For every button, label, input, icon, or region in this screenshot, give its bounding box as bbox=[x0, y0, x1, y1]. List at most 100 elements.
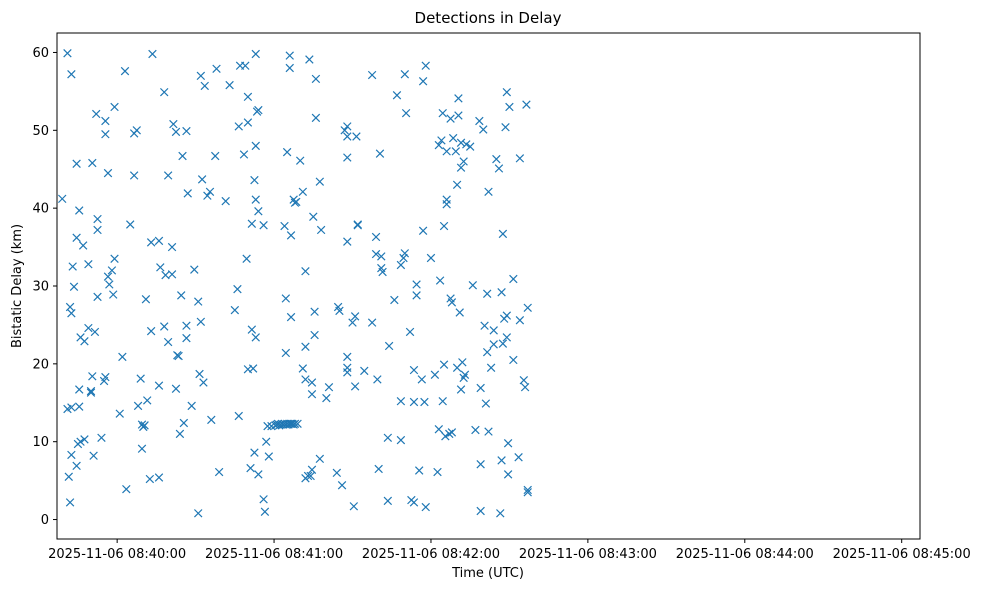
data-point bbox=[498, 229, 508, 239]
data-point bbox=[343, 122, 352, 131]
data-point bbox=[514, 453, 523, 462]
data-point bbox=[67, 70, 76, 79]
data-point bbox=[129, 171, 139, 180]
data-point bbox=[523, 485, 532, 495]
data-point bbox=[447, 298, 457, 307]
data-point bbox=[522, 100, 531, 109]
data-point bbox=[468, 280, 478, 290]
data-point bbox=[167, 242, 177, 252]
data-point bbox=[146, 238, 156, 247]
data-point bbox=[309, 212, 318, 221]
data-point bbox=[280, 221, 289, 231]
data-point bbox=[509, 355, 518, 365]
data-point bbox=[390, 295, 399, 305]
data-point bbox=[132, 126, 141, 135]
data-point bbox=[350, 312, 360, 321]
data-point bbox=[456, 163, 466, 172]
data-point bbox=[471, 425, 480, 435]
data-point bbox=[140, 421, 149, 430]
data-point bbox=[475, 116, 484, 126]
data-point bbox=[64, 472, 73, 481]
data-point bbox=[439, 221, 449, 231]
data-point bbox=[392, 91, 402, 100]
data-point bbox=[486, 363, 496, 372]
data-point bbox=[343, 352, 352, 362]
data-point bbox=[292, 197, 301, 207]
data-point bbox=[421, 502, 430, 512]
data-point bbox=[409, 365, 419, 375]
y-tick-label: 50 bbox=[32, 124, 49, 139]
data-point bbox=[502, 311, 512, 320]
data-point bbox=[221, 196, 230, 206]
data-point bbox=[65, 498, 75, 507]
data-point bbox=[447, 428, 457, 437]
data-point bbox=[455, 308, 464, 317]
data-point bbox=[205, 187, 215, 197]
data-point bbox=[456, 385, 466, 394]
data-point bbox=[125, 220, 135, 229]
data-point bbox=[307, 465, 317, 474]
data-point bbox=[377, 252, 386, 261]
data-point bbox=[251, 49, 260, 59]
data-point bbox=[515, 316, 525, 325]
data-point bbox=[247, 325, 257, 334]
data-point bbox=[141, 295, 151, 304]
y-tick-label: 10 bbox=[32, 435, 49, 450]
data-point bbox=[67, 403, 76, 412]
data-point bbox=[503, 470, 513, 479]
data-point bbox=[523, 303, 532, 313]
data-point bbox=[251, 141, 260, 151]
data-point bbox=[293, 419, 302, 429]
data-point bbox=[254, 470, 263, 479]
data-point bbox=[505, 102, 514, 112]
x-tick-label: 2025-11-06 08:42:00 bbox=[362, 547, 500, 562]
data-point bbox=[454, 111, 463, 120]
data-point bbox=[301, 375, 310, 384]
data-point bbox=[239, 150, 249, 159]
data-point bbox=[434, 425, 444, 434]
data-point bbox=[251, 333, 260, 342]
y-axis: 0 10 20 30 40 50 60 bbox=[32, 46, 57, 528]
data-point bbox=[492, 154, 501, 164]
data-point bbox=[337, 481, 347, 490]
data-point bbox=[72, 233, 81, 242]
data-point bbox=[343, 368, 352, 377]
data-point bbox=[75, 402, 84, 411]
data-point bbox=[243, 92, 253, 102]
data-point bbox=[187, 401, 196, 411]
data-point bbox=[497, 456, 506, 465]
data-point bbox=[340, 126, 349, 135]
data-point bbox=[303, 471, 313, 481]
y-tick-label: 30 bbox=[32, 280, 49, 295]
data-point bbox=[435, 276, 445, 285]
data-point bbox=[520, 382, 530, 392]
data-point bbox=[494, 164, 504, 173]
data-point bbox=[335, 306, 344, 316]
data-point bbox=[122, 484, 131, 494]
data-point bbox=[101, 129, 110, 139]
data-point bbox=[502, 87, 512, 97]
data-point bbox=[78, 241, 88, 250]
data-point bbox=[438, 396, 447, 406]
data-point bbox=[343, 132, 352, 141]
data-point bbox=[154, 381, 164, 390]
data-point bbox=[72, 159, 81, 169]
data-point bbox=[442, 200, 451, 209]
data-point bbox=[315, 177, 325, 186]
data-point bbox=[343, 237, 352, 246]
data-point bbox=[159, 322, 169, 331]
data-point bbox=[301, 342, 310, 351]
data-point bbox=[93, 292, 102, 302]
data-point bbox=[481, 399, 491, 408]
data-point bbox=[400, 70, 410, 79]
data-point bbox=[146, 326, 156, 336]
data-point bbox=[230, 305, 240, 315]
data-point bbox=[298, 187, 308, 197]
data-point bbox=[76, 437, 85, 446]
data-point bbox=[281, 348, 291, 358]
chart-title: Detections in Delay bbox=[415, 9, 562, 27]
data-point bbox=[179, 418, 189, 428]
data-point bbox=[210, 151, 220, 161]
